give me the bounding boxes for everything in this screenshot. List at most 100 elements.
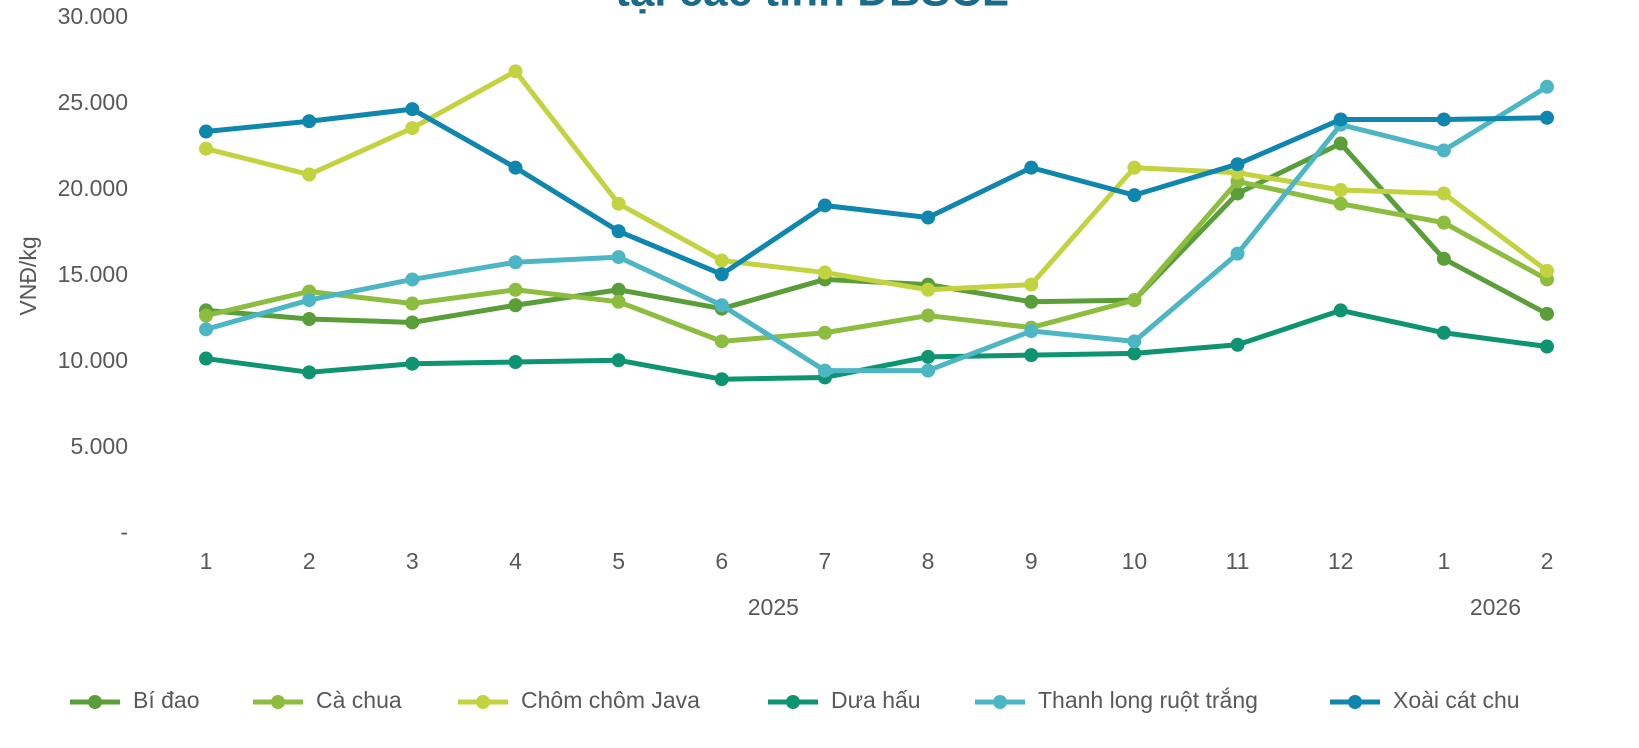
x-tick-label: 7 [819, 548, 832, 574]
legend-label: Xoài cát chu [1393, 687, 1520, 713]
legend-marker [476, 695, 490, 709]
x-tick-label: 2 [1541, 548, 1554, 574]
data-point [508, 255, 523, 270]
legend-marker [88, 695, 102, 709]
legend-marker [271, 695, 285, 709]
data-point [302, 114, 317, 129]
data-point [1333, 136, 1348, 151]
data-point [714, 334, 729, 349]
data-point [611, 196, 626, 211]
y-axis-label: VNĐ/kg [15, 236, 41, 315]
data-point [1024, 160, 1039, 175]
data-point [714, 298, 729, 313]
data-point [508, 282, 523, 297]
legend-label: Dưa hấu [831, 687, 921, 713]
data-point [508, 64, 523, 79]
data-point [405, 272, 420, 287]
y-tick-label: 5.000 [70, 433, 128, 459]
data-point [1024, 324, 1039, 339]
x-tick-label: 5 [612, 548, 625, 574]
data-point [1540, 263, 1554, 278]
y-tick-label: 10.000 [58, 347, 128, 373]
data-point [1127, 334, 1142, 349]
data-point [1230, 157, 1245, 172]
data-point [921, 363, 936, 378]
data-point [611, 294, 626, 309]
data-point [714, 253, 729, 268]
data-point [199, 308, 213, 323]
legend-label: Cà chua [316, 687, 402, 713]
data-point [1540, 79, 1554, 94]
data-point [1436, 112, 1451, 127]
data-point [199, 322, 213, 337]
series-line [205, 307, 1548, 382]
data-point [921, 210, 936, 225]
data-point [817, 363, 832, 378]
data-point [1436, 143, 1451, 158]
legend-label: Thanh long ruột trắng [1038, 687, 1258, 713]
data-point [302, 293, 317, 308]
data-point [817, 198, 832, 213]
data-point [405, 102, 420, 117]
x-tick-label: 1 [200, 548, 213, 574]
x-tick-label: 1 [1437, 548, 1450, 574]
data-point [1127, 346, 1142, 361]
legend-marker [1348, 695, 1362, 709]
data-point [921, 349, 936, 364]
chart-title: tại các tỉnh ĐBSCL [615, 0, 1009, 16]
data-point [1333, 112, 1348, 127]
data-point [405, 315, 420, 330]
data-point [1230, 246, 1245, 261]
data-point [1024, 348, 1039, 363]
data-point [199, 124, 213, 139]
x-group-label: 2026 [1470, 594, 1521, 620]
data-point [1127, 293, 1142, 308]
x-tick-label: 10 [1122, 548, 1148, 574]
data-point [1540, 306, 1554, 321]
y-tick-label: 15.000 [58, 261, 128, 287]
series-line [205, 84, 1549, 374]
x-tick-label: 6 [715, 548, 728, 574]
x-tick-label: 9 [1025, 548, 1038, 574]
legend-marker [786, 695, 800, 709]
data-point [508, 355, 523, 369]
data-point [1127, 188, 1142, 203]
data-point [1024, 277, 1039, 292]
series-line [205, 106, 1548, 277]
y-tick-label: 20.000 [58, 175, 128, 201]
x-tick-label: 12 [1328, 548, 1354, 574]
data-point [302, 365, 317, 380]
data-point [1436, 251, 1451, 266]
series-line [205, 68, 1549, 293]
data-point [611, 282, 626, 297]
data-point [1540, 339, 1554, 354]
data-point [508, 160, 523, 175]
x-group-label: 2025 [748, 594, 799, 620]
data-point [1230, 186, 1245, 201]
y-tick-label: 25.000 [58, 89, 128, 115]
y-tick-label: 30.000 [58, 3, 128, 29]
data-point [921, 308, 936, 323]
data-point [921, 282, 936, 297]
x-tick-label: 3 [406, 548, 419, 574]
data-point [508, 298, 523, 313]
data-point [1024, 294, 1039, 309]
data-point [199, 351, 213, 366]
data-point [817, 265, 832, 280]
data-point [1230, 337, 1245, 352]
data-point [1540, 110, 1554, 125]
x-tick-label: 8 [922, 548, 935, 574]
x-tick-label: 2 [303, 548, 316, 574]
data-point [1436, 215, 1451, 230]
legend-marker [993, 695, 1007, 709]
series-line [205, 178, 1549, 344]
x-tick-label: 11 [1226, 548, 1250, 574]
data-point [1333, 196, 1348, 211]
x-tick-label: 4 [509, 548, 522, 574]
data-point [1127, 160, 1142, 175]
data-point [1333, 303, 1348, 318]
legend-label: Chôm chôm Java [521, 687, 700, 713]
data-point [302, 167, 317, 182]
legend-label: Bí đao [133, 687, 200, 713]
